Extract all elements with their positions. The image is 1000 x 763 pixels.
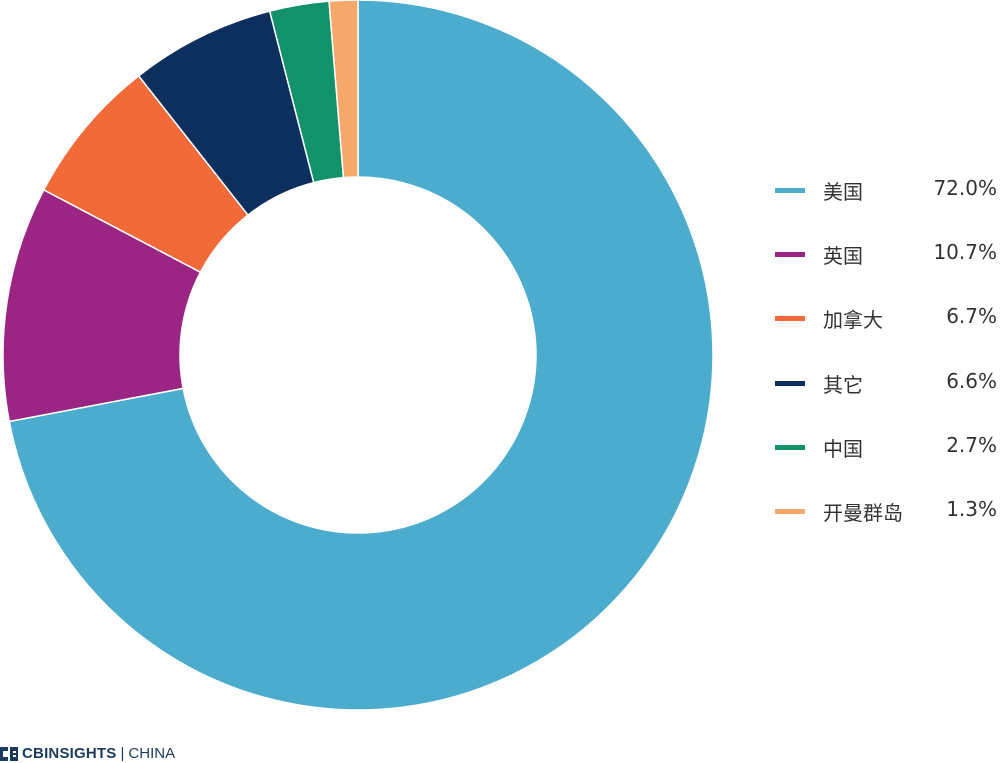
donut-slice-0 xyxy=(8,0,714,711)
legend-label: 中国 xyxy=(823,436,863,461)
legend-value: 10.7% xyxy=(933,240,997,265)
brand-separator: | xyxy=(120,745,125,762)
brand-region: CHINA xyxy=(128,745,176,762)
legend-item: 加拿大 6.7% xyxy=(775,300,997,364)
legend-swatch xyxy=(775,444,805,450)
cb-logo-icon xyxy=(0,746,18,761)
legend-swatch xyxy=(775,508,805,514)
legend-value: 1.3% xyxy=(946,496,997,521)
legend-swatch xyxy=(775,380,805,386)
legend-item: 美国 72.0% xyxy=(775,172,997,236)
legend-item: 开曼群岛 1.3% xyxy=(775,493,997,557)
legend-label: 加拿大 xyxy=(823,308,883,333)
legend-label: 其它 xyxy=(823,372,863,397)
legend-value: 72.0% xyxy=(933,176,997,200)
donut-slice-5 xyxy=(328,0,359,179)
legend-label: 开曼群岛 xyxy=(823,500,903,525)
legend-item: 其它 6.6% xyxy=(775,365,997,429)
brand-name: CBINSIGHTS xyxy=(22,745,117,762)
legend-label: 英国 xyxy=(823,244,863,269)
brand-footer: CBINSIGHTS | CHINA xyxy=(0,744,175,763)
legend-swatch xyxy=(775,316,805,322)
chart-legend: 美国 72.0% 英国 10.7% 加拿大 6.7% 其它 6.6% 中国 2.7% 开曼群岛 1.3… xyxy=(775,172,997,557)
legend-item: 中国 2.7% xyxy=(775,429,997,493)
legend-swatch xyxy=(775,252,805,258)
legend-value: 6.7% xyxy=(946,304,997,329)
legend-value: 2.7% xyxy=(946,432,997,457)
legend-swatch xyxy=(775,188,805,193)
donut-slice-1 xyxy=(2,188,202,423)
donut-chart xyxy=(2,0,714,711)
legend-value: 6.6% xyxy=(946,368,997,393)
legend-item: 英国 10.7% xyxy=(775,236,997,300)
legend-label: 美国 xyxy=(823,180,863,204)
